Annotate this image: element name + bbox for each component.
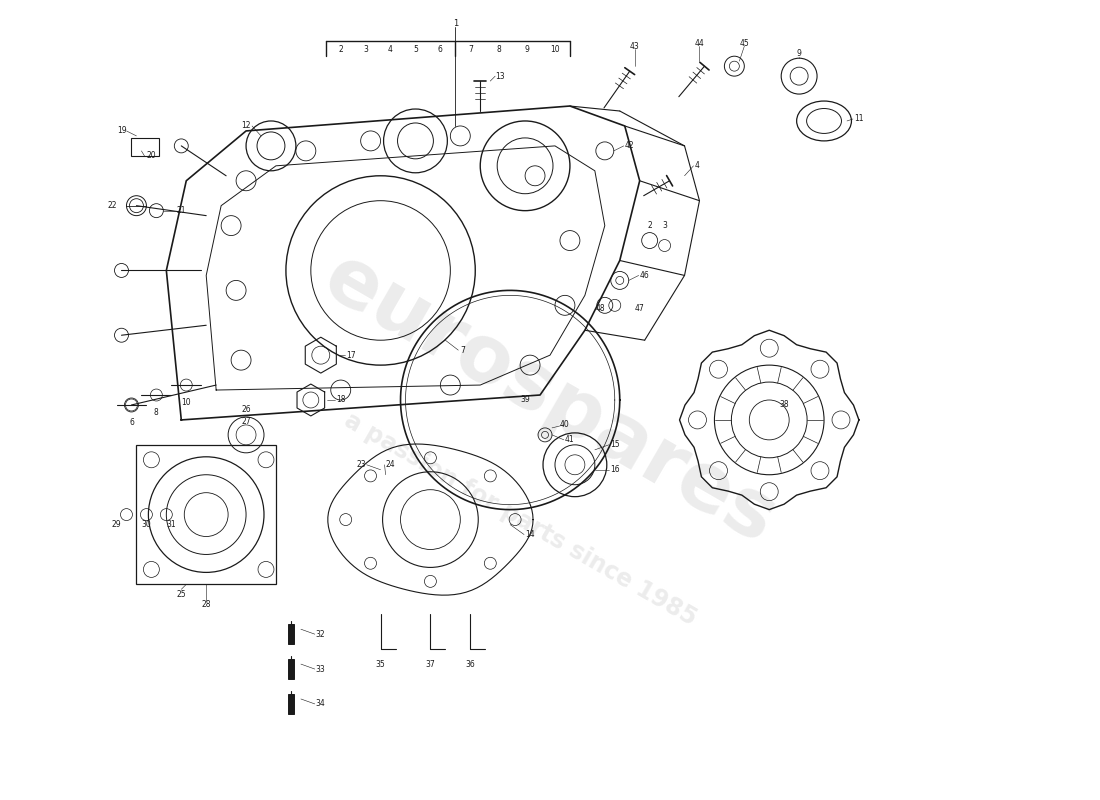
Text: 24: 24 <box>386 460 395 470</box>
Text: 10: 10 <box>182 398 191 407</box>
Text: a passion for parts since 1985: a passion for parts since 1985 <box>340 409 701 630</box>
Text: 35: 35 <box>376 659 385 669</box>
Text: 3: 3 <box>662 221 667 230</box>
Text: 10: 10 <box>550 45 560 54</box>
Text: 6: 6 <box>438 45 443 54</box>
Bar <box>288 624 294 644</box>
Text: 30: 30 <box>142 520 151 529</box>
Text: 19: 19 <box>117 126 126 135</box>
Text: 43: 43 <box>630 42 639 50</box>
Text: 1: 1 <box>453 19 458 28</box>
Text: 36: 36 <box>465 659 475 669</box>
Text: 23: 23 <box>356 460 365 470</box>
Text: 45: 45 <box>739 38 749 48</box>
Text: 25: 25 <box>176 590 186 599</box>
Text: 21: 21 <box>176 206 186 215</box>
Text: 32: 32 <box>316 630 326 638</box>
Text: 14: 14 <box>525 530 535 539</box>
Text: 4: 4 <box>694 162 700 170</box>
Text: eurospares: eurospares <box>310 239 790 561</box>
Text: 22: 22 <box>107 201 117 210</box>
Bar <box>288 694 294 714</box>
Text: 31: 31 <box>166 520 176 529</box>
Text: 3: 3 <box>363 45 368 54</box>
Text: 27: 27 <box>241 418 251 426</box>
Text: 2: 2 <box>339 45 343 54</box>
Text: 33: 33 <box>316 665 326 674</box>
Text: 4: 4 <box>388 45 393 54</box>
Text: 5: 5 <box>412 45 418 54</box>
Text: 28: 28 <box>201 600 211 609</box>
Text: 40: 40 <box>560 421 570 430</box>
Text: 7: 7 <box>468 45 473 54</box>
Text: 41: 41 <box>565 435 574 444</box>
Text: 38: 38 <box>779 401 789 410</box>
Bar <box>136 445 276 584</box>
Text: 16: 16 <box>609 466 619 474</box>
Text: 42: 42 <box>625 142 635 150</box>
Text: 37: 37 <box>426 659 436 669</box>
Text: 12: 12 <box>242 122 251 130</box>
Text: 26: 26 <box>241 406 251 414</box>
Text: 8: 8 <box>154 409 158 418</box>
Text: 13: 13 <box>495 72 505 81</box>
Text: 46: 46 <box>640 271 649 280</box>
Text: 39: 39 <box>520 395 530 405</box>
Text: 18: 18 <box>336 395 345 405</box>
Text: 15: 15 <box>609 440 619 450</box>
Text: 47: 47 <box>635 304 645 313</box>
Text: 34: 34 <box>316 699 326 709</box>
Text: 2: 2 <box>647 221 652 230</box>
Text: 44: 44 <box>694 38 704 48</box>
Text: 29: 29 <box>112 520 121 529</box>
Text: 8: 8 <box>496 45 500 54</box>
Bar <box>132 138 160 156</box>
Text: 48: 48 <box>595 304 605 313</box>
Text: 7: 7 <box>460 346 465 354</box>
Text: 9: 9 <box>525 45 529 54</box>
Text: 20: 20 <box>146 151 156 160</box>
Text: 17: 17 <box>345 350 355 360</box>
Text: 11: 11 <box>854 114 864 123</box>
Text: 9: 9 <box>796 49 802 58</box>
Bar <box>288 659 294 679</box>
Text: 6: 6 <box>129 418 134 427</box>
